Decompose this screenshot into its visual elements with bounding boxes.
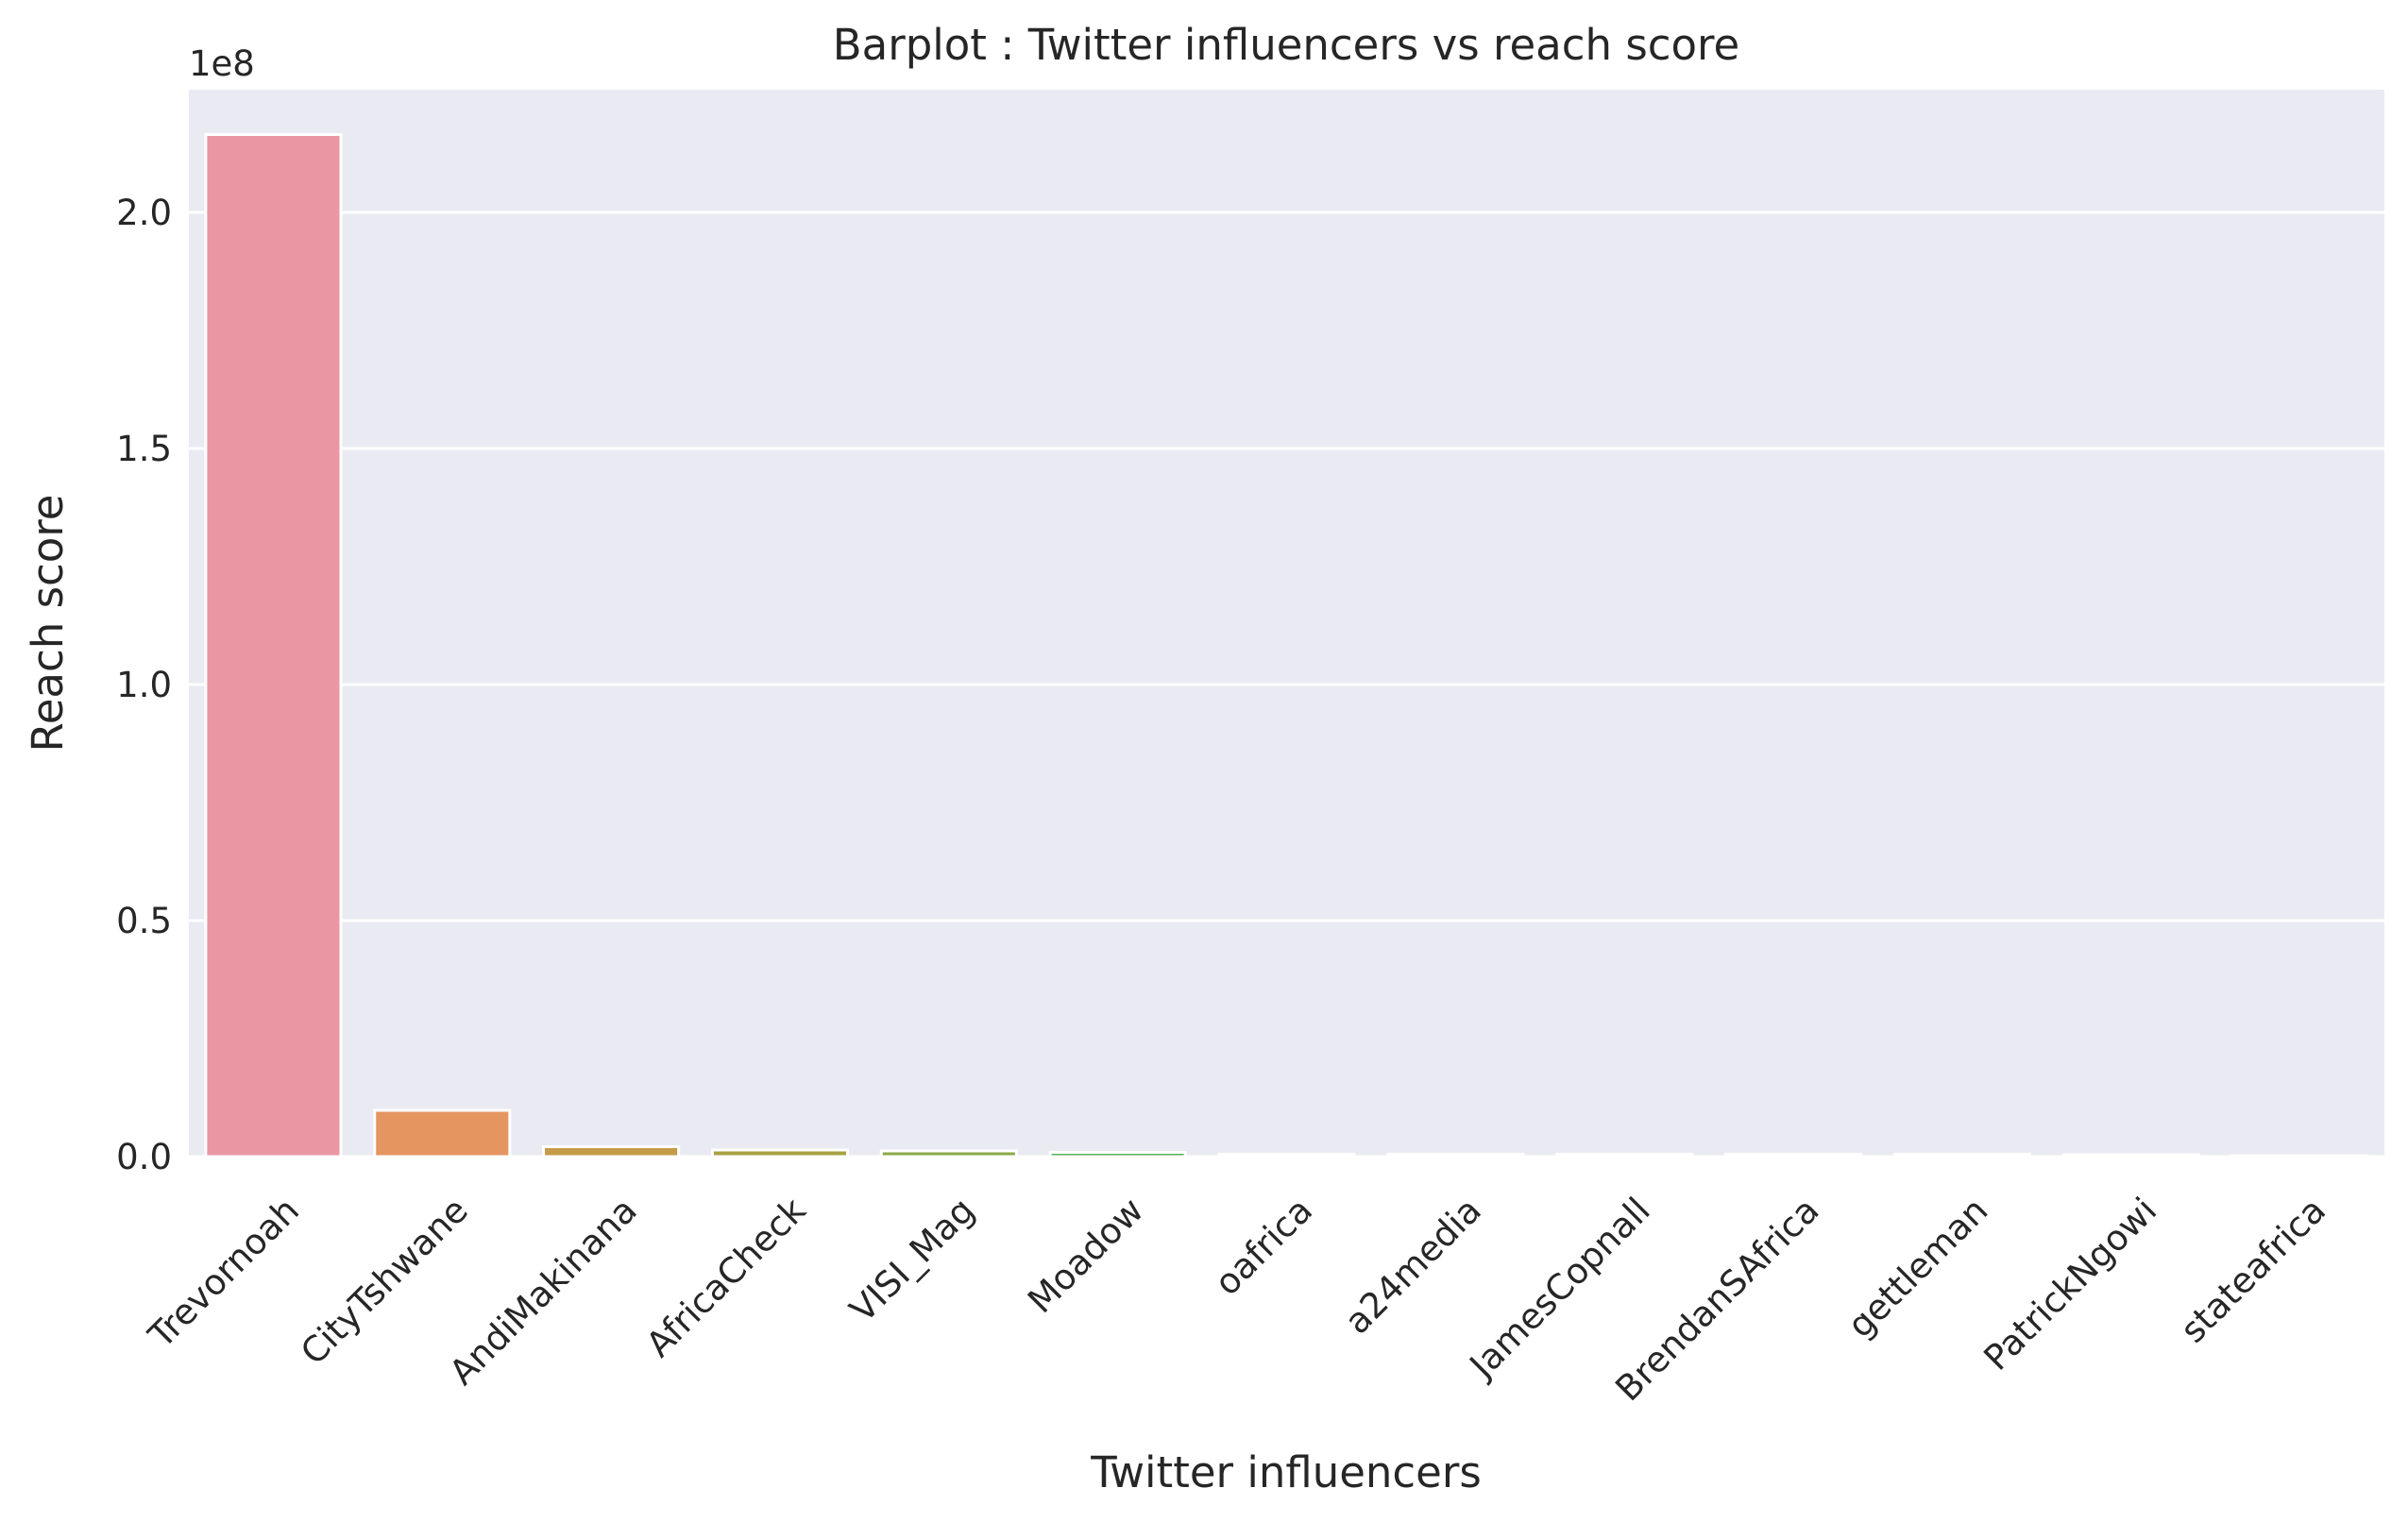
x-tick-label: CityTshwane — [293, 1190, 476, 1373]
x-tick-label: JamesCopnall — [1461, 1190, 1658, 1387]
x-tick-label: Moadow — [1020, 1190, 1151, 1321]
chart-title: Barplot : Twitter influencers vs reach s… — [833, 20, 1740, 70]
y-offset-label: 1e8 — [189, 43, 255, 84]
bar — [710, 1148, 850, 1158]
bar — [204, 133, 343, 1158]
x-tick-label: gettleman — [1840, 1190, 1995, 1345]
y-tick-label: 1.0 — [116, 665, 172, 705]
bar — [1386, 1153, 1525, 1158]
bar — [2230, 1154, 2369, 1158]
x-tick-labels: TrevornoahCityTshwaneAndiMakinanaAfricaC… — [140, 1190, 2333, 1410]
plot-background — [189, 90, 2384, 1157]
x-tick-label: oafrica — [1207, 1190, 1320, 1303]
bar — [1724, 1153, 1863, 1158]
x-axis-label: Twitter influencers — [1090, 1447, 1482, 1497]
x-tick-label: AfricaCheck — [638, 1190, 814, 1365]
bar — [1217, 1153, 1356, 1158]
bars — [204, 133, 2369, 1158]
bar — [1892, 1153, 2031, 1158]
y-tick-labels: 0.0 0.5 1.0 1.5 2.0 — [116, 193, 172, 1177]
bar — [2061, 1153, 2200, 1158]
x-tick-label: a24media — [1337, 1190, 1489, 1342]
bar — [1555, 1153, 1694, 1158]
y-tick-label: 0.5 — [116, 901, 172, 941]
y-axis-label: Reach score — [23, 495, 73, 753]
x-tick-label: Trevornoah — [140, 1190, 307, 1357]
y-tick-label: 0.0 — [116, 1137, 172, 1177]
y-tick-label: 1.5 — [116, 429, 172, 469]
x-tick-label: VISI_Mag — [842, 1190, 983, 1330]
x-tick-label: PatrickNgowi — [1976, 1190, 2165, 1378]
bar — [542, 1145, 681, 1158]
bar — [879, 1149, 1018, 1158]
bar — [1048, 1151, 1187, 1158]
bar — [373, 1108, 512, 1158]
x-tick-label: stateafrica — [2173, 1190, 2333, 1350]
y-tick-label: 2.0 — [116, 193, 172, 233]
